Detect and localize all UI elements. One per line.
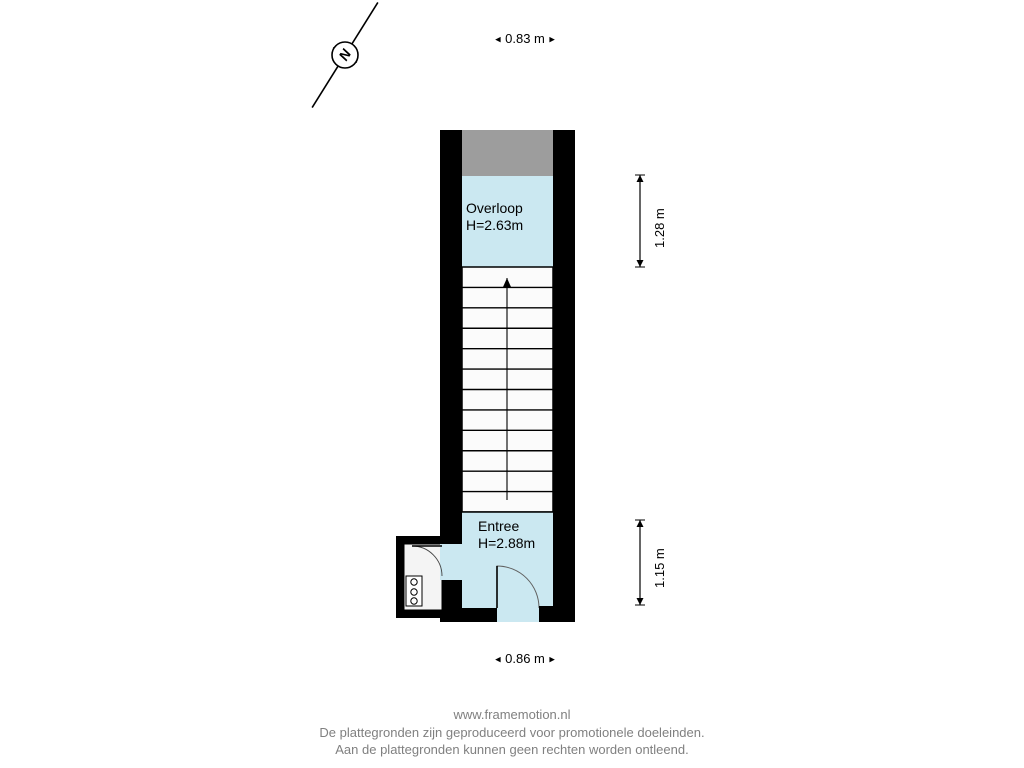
room-overloop-height: H=2.63m: [466, 217, 523, 234]
footer-url: www.framemotion.nl: [0, 706, 1024, 724]
room-label-entree: Entree H=2.88m: [478, 518, 535, 552]
footer: www.framemotion.nl De plattegronden zijn…: [0, 706, 1024, 759]
footer-line1: De plattegronden zijn geproduceerd voor …: [0, 724, 1024, 742]
floorplan-drawing: [0, 0, 1024, 768]
room-entree-height: H=2.88m: [478, 535, 535, 552]
room-overloop-name: Overloop: [466, 200, 523, 217]
footer-line2: Aan de plattegronden kunnen geen rechten…: [0, 741, 1024, 759]
room-label-overloop: Overloop H=2.63m: [466, 200, 523, 234]
room-entree-name: Entree: [478, 518, 535, 535]
floorplan-canvas: N ◂ 0.83 m ▸ ◂ 0.86 m ▸ 1.28 m 1.15 m Ov…: [0, 0, 1024, 768]
